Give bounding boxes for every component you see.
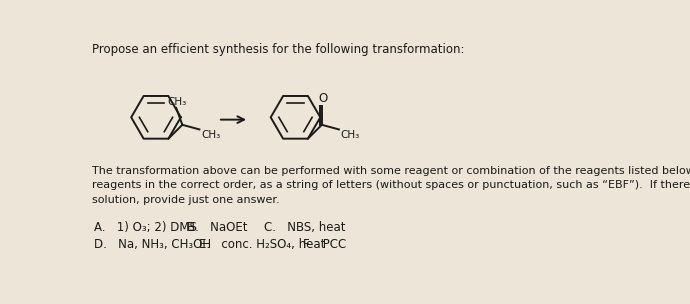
Text: CH₃: CH₃ xyxy=(167,97,186,107)
Text: F.   PCC: F. PCC xyxy=(303,238,346,251)
Text: E.   conc. H₂SO₄, heat: E. conc. H₂SO₄, heat xyxy=(199,238,325,251)
Text: Propose an efficient synthesis for the following transformation:: Propose an efficient synthesis for the f… xyxy=(92,43,465,56)
Text: O: O xyxy=(318,92,327,105)
Text: B.   NaOEt: B. NaOEt xyxy=(187,221,248,234)
Text: CH₃: CH₃ xyxy=(201,130,220,140)
Text: A.   1) O₃; 2) DMS: A. 1) O₃; 2) DMS xyxy=(94,221,197,234)
Text: The transformation above can be performed with some reagent or combination of th: The transformation above can be performe… xyxy=(92,166,690,205)
Text: D.   Na, NH₃, CH₃OH: D. Na, NH₃, CH₃OH xyxy=(94,238,211,251)
Text: C.   NBS, heat: C. NBS, heat xyxy=(264,221,346,234)
Text: CH₃: CH₃ xyxy=(340,130,359,140)
